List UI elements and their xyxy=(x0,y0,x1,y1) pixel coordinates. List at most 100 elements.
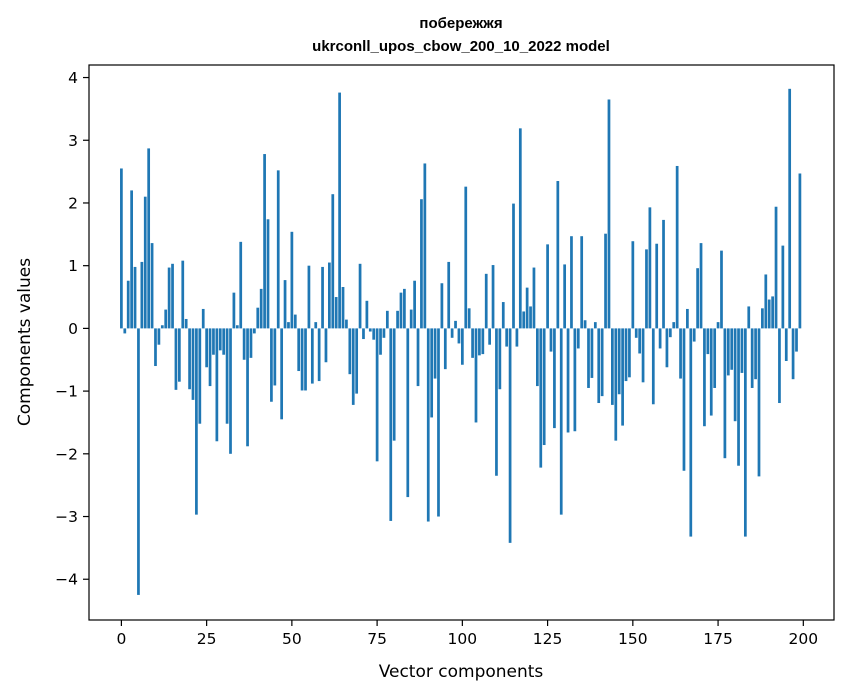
bar-109 xyxy=(491,265,495,329)
bar-0 xyxy=(120,168,123,329)
bar-30 xyxy=(222,328,226,355)
bar-6 xyxy=(140,261,144,329)
bar-108 xyxy=(488,328,491,345)
bar-31 xyxy=(225,328,229,424)
bar-187 xyxy=(757,328,761,477)
bar-18 xyxy=(181,260,185,329)
bar-40 xyxy=(256,307,260,329)
bar-174 xyxy=(713,328,717,388)
bar-96 xyxy=(447,261,451,329)
bar-151 xyxy=(634,328,638,338)
bar-43 xyxy=(266,219,270,329)
bar-127 xyxy=(553,328,556,429)
bar-155 xyxy=(648,207,652,329)
bar-146 xyxy=(617,328,621,395)
y-tick-label: −2 xyxy=(55,445,78,463)
bar-71 xyxy=(362,328,365,340)
y-axis-ticks: −4 −3 −2 −1 0 1 2 3 4 xyxy=(55,69,89,589)
x-tick-label: 50 xyxy=(282,630,302,648)
y-tick-label: 2 xyxy=(68,194,78,212)
bar-25 xyxy=(205,328,208,368)
bar-104 xyxy=(474,328,478,423)
bar-38 xyxy=(249,328,253,358)
bar-27 xyxy=(212,328,215,355)
bar-45 xyxy=(273,328,277,386)
bar-149 xyxy=(628,328,631,378)
bar-140 xyxy=(597,328,601,404)
bar-16 xyxy=(174,328,178,390)
bar-139 xyxy=(593,322,597,329)
bar-56 xyxy=(310,328,314,384)
bar-136 xyxy=(583,320,587,329)
bar-59 xyxy=(321,266,324,329)
bar-150 xyxy=(631,241,635,329)
y-axis-label: Components values xyxy=(15,258,35,426)
x-tick-label: 0 xyxy=(116,630,126,648)
bar-185 xyxy=(750,328,754,388)
bar-196 xyxy=(788,88,792,329)
bar-180 xyxy=(733,328,737,422)
bar-123 xyxy=(539,328,543,468)
bar-178 xyxy=(726,328,730,376)
bar-153 xyxy=(641,328,645,383)
bar-137 xyxy=(587,328,590,388)
bar-10 xyxy=(154,328,157,367)
bar-98 xyxy=(454,320,457,329)
bar-85 xyxy=(409,309,413,329)
bar-111 xyxy=(498,328,502,390)
bar-46 xyxy=(276,170,280,329)
bar-142 xyxy=(604,233,607,329)
x-tick-label: 150 xyxy=(618,630,648,648)
bar-117 xyxy=(518,128,522,329)
bar-103 xyxy=(471,328,474,358)
bar-21 xyxy=(191,328,195,400)
bar-176 xyxy=(720,250,723,329)
bar-189 xyxy=(764,274,768,329)
bar-159 xyxy=(662,219,665,329)
bar-81 xyxy=(396,310,399,329)
bar-26 xyxy=(208,328,212,387)
bar-164 xyxy=(679,328,682,379)
bar-74 xyxy=(372,328,376,340)
bar-91 xyxy=(430,328,434,418)
x-axis-ticks: 0 25 50 75 100 125 150 175 200 xyxy=(116,620,818,648)
bar-49 xyxy=(287,322,290,329)
bar-60 xyxy=(324,328,328,363)
bar-1 xyxy=(123,328,127,334)
bar-141 xyxy=(600,328,604,397)
bar-128 xyxy=(556,181,560,329)
chart-subtitle: ukrconll_upos_cbow_200_10_2022 model xyxy=(312,38,610,55)
plot-frame xyxy=(88,64,835,621)
bar-143 xyxy=(607,99,611,329)
bar-132 xyxy=(570,236,573,329)
bar-13 xyxy=(164,309,168,329)
bar-124 xyxy=(542,328,546,446)
bar-48 xyxy=(283,280,287,329)
bar-106 xyxy=(481,328,485,355)
bar-110 xyxy=(495,328,498,476)
bar-166 xyxy=(686,308,689,329)
y-tick-label: 4 xyxy=(68,69,78,87)
bar-53 xyxy=(300,328,304,391)
bar-52 xyxy=(297,328,301,372)
bar-28 xyxy=(215,328,219,442)
bar-134 xyxy=(576,328,580,349)
bar-24 xyxy=(201,308,205,329)
x-axis-label: Vector components xyxy=(379,662,544,682)
y-tick-label: 0 xyxy=(68,320,78,338)
bar-2 xyxy=(126,280,130,329)
bar-23 xyxy=(198,328,202,424)
bar-63 xyxy=(334,297,338,329)
x-tick-label: 100 xyxy=(448,630,478,648)
x-tick-label: 75 xyxy=(367,630,387,648)
bar-14 xyxy=(167,267,171,329)
bar-44 xyxy=(270,328,273,402)
bar-19 xyxy=(184,318,188,329)
bar-70 xyxy=(358,263,362,329)
bar-94 xyxy=(440,283,444,329)
bar-179 xyxy=(730,328,734,370)
bar-168 xyxy=(692,328,696,342)
bar-186 xyxy=(754,328,757,380)
bar-130 xyxy=(563,264,567,329)
